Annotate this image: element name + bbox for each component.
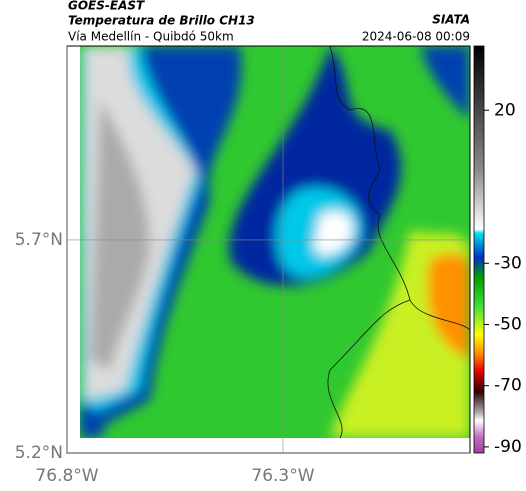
colorbar-tick-label: -70 (494, 376, 522, 396)
subtitle: Temperatura de Brillo CH13 (68, 14, 255, 28)
colorbar (473, 45, 485, 454)
y-tick-label: 5.2°N (15, 443, 63, 463)
colorbar-tick-label: -30 (494, 253, 522, 273)
title: GOES-EAST (68, 0, 145, 13)
y-tick-label: 5.7°N (15, 230, 63, 250)
colorbar-tick-label: -90 (494, 437, 522, 457)
colorbar-tick-label: 20 (494, 100, 516, 120)
x-tick-label: 76.3°W (251, 466, 314, 486)
colorbar-tick-label: -50 (494, 314, 522, 334)
timestamp: 2024-06-08 00:09 (362, 30, 470, 44)
brightness-field (80, 46, 470, 438)
caption: Vía Medellín - Quibdó 50km (68, 30, 234, 44)
source: SIATA (432, 13, 470, 27)
x-tick-label: 76.8°W (35, 466, 98, 486)
